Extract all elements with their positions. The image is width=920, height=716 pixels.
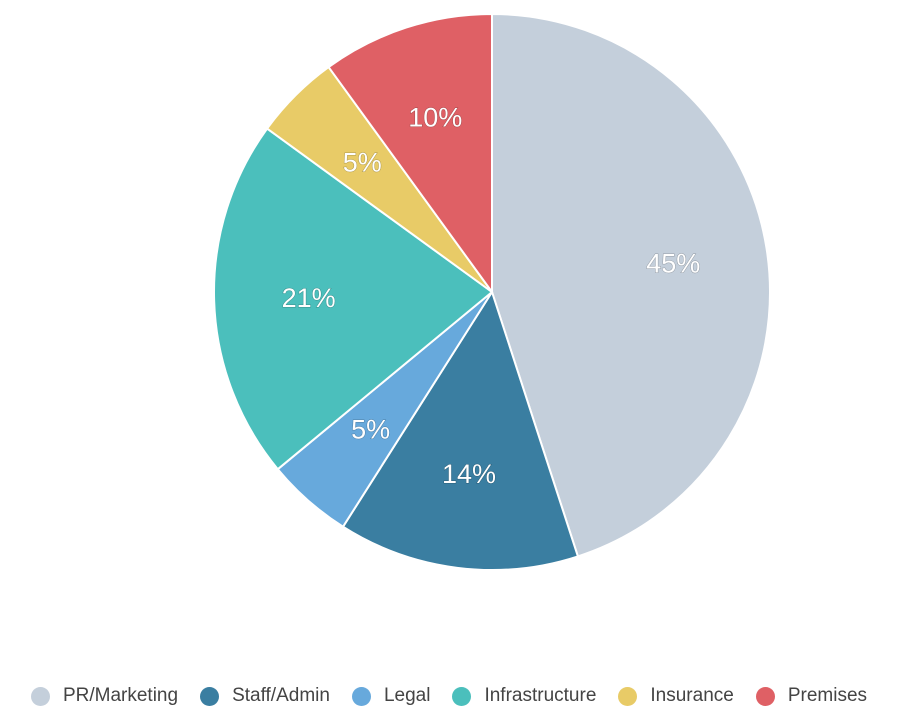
legend-label-pr-marketing: PR/Marketing xyxy=(62,685,179,706)
legend-label-insurance: Insurance xyxy=(650,685,734,706)
legend-item-insurance[interactable]: Insurance xyxy=(618,685,734,707)
pie-slice-labels: 45% 14% 5% 21% 5% 10% xyxy=(281,102,701,490)
slice-label-infrastructure: 21% xyxy=(282,283,336,313)
legend-swatch-premises xyxy=(755,686,775,706)
legend-swatch-staff-admin xyxy=(200,686,220,706)
legend-item-premises[interactable]: Premises xyxy=(755,685,868,707)
legend-item-pr-marketing[interactable]: PR/Marketing xyxy=(30,685,179,707)
legend-swatch-infrastructure xyxy=(452,686,472,706)
pie-slice-pr-marketing[interactable] xyxy=(491,13,771,558)
legend-label-legal: Legal xyxy=(383,685,431,706)
legend-swatch-pr-marketing xyxy=(30,686,50,706)
legend-label-premises: Premises xyxy=(787,685,868,706)
pie-slices xyxy=(213,13,771,571)
legend-item-infrastructure[interactable]: Infrastructure xyxy=(452,685,596,707)
legend: PR/Marketing Staff/Admin Legal Infrastructu… xyxy=(0,676,920,716)
slice-label-insurance: 5% xyxy=(343,147,382,177)
legend-swatch-legal xyxy=(351,686,371,706)
slice-label-staff-admin: 14% xyxy=(442,459,496,489)
slice-label-legal: 5% xyxy=(351,415,390,445)
legend-swatch-insurance xyxy=(618,686,638,706)
pie-slice-infrastructure[interactable] xyxy=(213,127,493,471)
pie-slice-staff-admin[interactable] xyxy=(342,291,579,571)
slice-label-pr-marketing: 45% xyxy=(646,248,700,278)
legend-label-staff-admin: Staff/Admin xyxy=(232,685,330,706)
pie-chart: 45% 14% 5% 21% 5% 10% xyxy=(213,13,771,571)
slice-label-premises: 10% xyxy=(408,103,462,133)
pie-slice-premises[interactable] xyxy=(327,13,493,293)
legend-item-legal[interactable]: Legal xyxy=(351,685,431,707)
legend-label-infrastructure: Infrastructure xyxy=(484,685,597,706)
legend-item-staff-admin[interactable]: Staff/Admin xyxy=(200,685,330,707)
